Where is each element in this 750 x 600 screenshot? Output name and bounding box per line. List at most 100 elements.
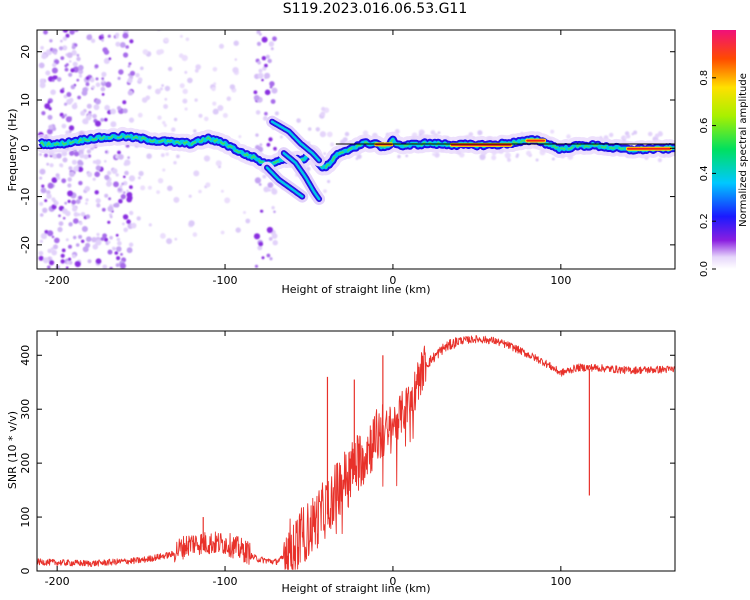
noise-dot bbox=[69, 30, 75, 35]
noise-dot bbox=[104, 117, 108, 122]
noise-dot bbox=[123, 175, 126, 179]
noise-dot bbox=[80, 212, 86, 217]
noise-dot bbox=[95, 159, 101, 166]
noise-dot bbox=[95, 120, 101, 127]
noise-dot bbox=[68, 244, 72, 249]
noise-dot bbox=[107, 240, 111, 244]
noise-dot bbox=[122, 32, 129, 39]
snr-marks bbox=[37, 335, 675, 570]
noise-dot bbox=[100, 237, 105, 241]
noise-dot bbox=[118, 69, 124, 75]
noise-dot bbox=[108, 57, 112, 61]
noise-dot bbox=[105, 81, 112, 88]
noise-dot bbox=[91, 85, 96, 89]
noise-dot bbox=[75, 199, 81, 205]
noise-dot bbox=[66, 98, 73, 105]
noise-dot bbox=[39, 176, 43, 180]
noise-dot bbox=[57, 226, 63, 233]
noise-dot bbox=[193, 129, 197, 133]
noise-dot bbox=[167, 66, 173, 72]
noise-dot bbox=[115, 263, 120, 267]
noise-dot bbox=[157, 178, 164, 184]
noise-dot bbox=[86, 149, 91, 154]
noise-dot bbox=[56, 77, 62, 82]
noise-dot bbox=[270, 47, 274, 51]
noise-dot bbox=[51, 204, 57, 210]
noise-dot bbox=[330, 142, 335, 147]
noise-dot bbox=[238, 135, 242, 139]
noise-dot bbox=[109, 235, 113, 240]
noise-dot bbox=[53, 75, 58, 80]
noise-dot bbox=[160, 233, 166, 239]
noise-dot bbox=[127, 195, 133, 201]
noise-dot bbox=[92, 160, 97, 164]
noise-dot bbox=[255, 110, 261, 115]
noise-dot bbox=[95, 198, 101, 204]
noise-dot bbox=[307, 127, 312, 131]
noise-dot bbox=[105, 57, 110, 63]
noise-dot bbox=[104, 104, 110, 111]
noise-dot bbox=[159, 87, 163, 91]
noise-dot bbox=[162, 168, 166, 172]
noise-dot bbox=[226, 96, 232, 101]
snr-x-axis-label: Height of straight line (km) bbox=[281, 582, 430, 595]
noise-dot bbox=[123, 181, 128, 186]
noise-dot bbox=[41, 53, 47, 60]
noise-dot bbox=[48, 107, 52, 111]
noise-dot bbox=[116, 237, 121, 242]
noise-dot bbox=[142, 49, 149, 55]
noise-dot bbox=[53, 51, 57, 55]
noise-dot bbox=[270, 99, 276, 104]
x-tick-label: 100 bbox=[550, 575, 571, 588]
noise-dot bbox=[103, 49, 110, 55]
noise-dot bbox=[49, 163, 54, 168]
noise-dot bbox=[78, 74, 83, 78]
noise-dot bbox=[116, 256, 121, 261]
noise-dot bbox=[141, 97, 148, 103]
figure-title: S119.2023.016.06.53.G11 bbox=[282, 1, 468, 17]
noise-dot bbox=[117, 150, 121, 155]
x-tick-label: -100 bbox=[213, 274, 238, 287]
y-tick-label: 300 bbox=[19, 399, 32, 420]
noise-dot bbox=[271, 206, 275, 210]
noise-dot bbox=[67, 190, 74, 197]
noise-dot bbox=[65, 116, 72, 123]
noise-dot bbox=[234, 58, 238, 61]
noise-dot bbox=[78, 234, 83, 239]
noise-dot bbox=[79, 221, 83, 226]
noise-dot bbox=[90, 38, 96, 43]
noise-dot bbox=[215, 160, 222, 167]
noise-dot bbox=[268, 237, 273, 241]
noise-dot bbox=[104, 237, 109, 242]
noise-dot bbox=[264, 111, 268, 116]
noise-dot bbox=[264, 72, 271, 79]
noise-dot bbox=[104, 174, 110, 180]
noise-dot bbox=[193, 170, 200, 177]
noise-dot bbox=[106, 170, 112, 176]
noise-dot bbox=[100, 118, 104, 122]
noise-dot bbox=[260, 209, 263, 213]
noise-dot bbox=[204, 116, 209, 122]
noise-dot bbox=[432, 152, 436, 156]
noise-dot bbox=[526, 150, 532, 156]
noise-dot bbox=[127, 73, 131, 77]
noise-dot bbox=[125, 45, 129, 49]
noise-dot bbox=[130, 222, 137, 229]
noise-dot bbox=[117, 187, 122, 192]
noise-dot bbox=[93, 104, 100, 111]
noise-dot bbox=[47, 248, 52, 254]
noise-dot bbox=[64, 201, 68, 205]
noise-dot bbox=[122, 108, 128, 114]
noise-dot bbox=[115, 41, 121, 47]
colorbar-tick-label: 0.2 bbox=[699, 213, 710, 229]
noise-dot bbox=[128, 175, 136, 182]
noise-dot bbox=[253, 94, 260, 101]
noise-dot bbox=[76, 78, 80, 82]
noise-dot bbox=[106, 181, 112, 187]
noise-dot bbox=[68, 166, 73, 171]
noise-dot bbox=[477, 130, 483, 136]
noise-dot bbox=[83, 154, 89, 160]
noise-dot bbox=[117, 242, 121, 245]
noise-dot bbox=[48, 124, 54, 130]
